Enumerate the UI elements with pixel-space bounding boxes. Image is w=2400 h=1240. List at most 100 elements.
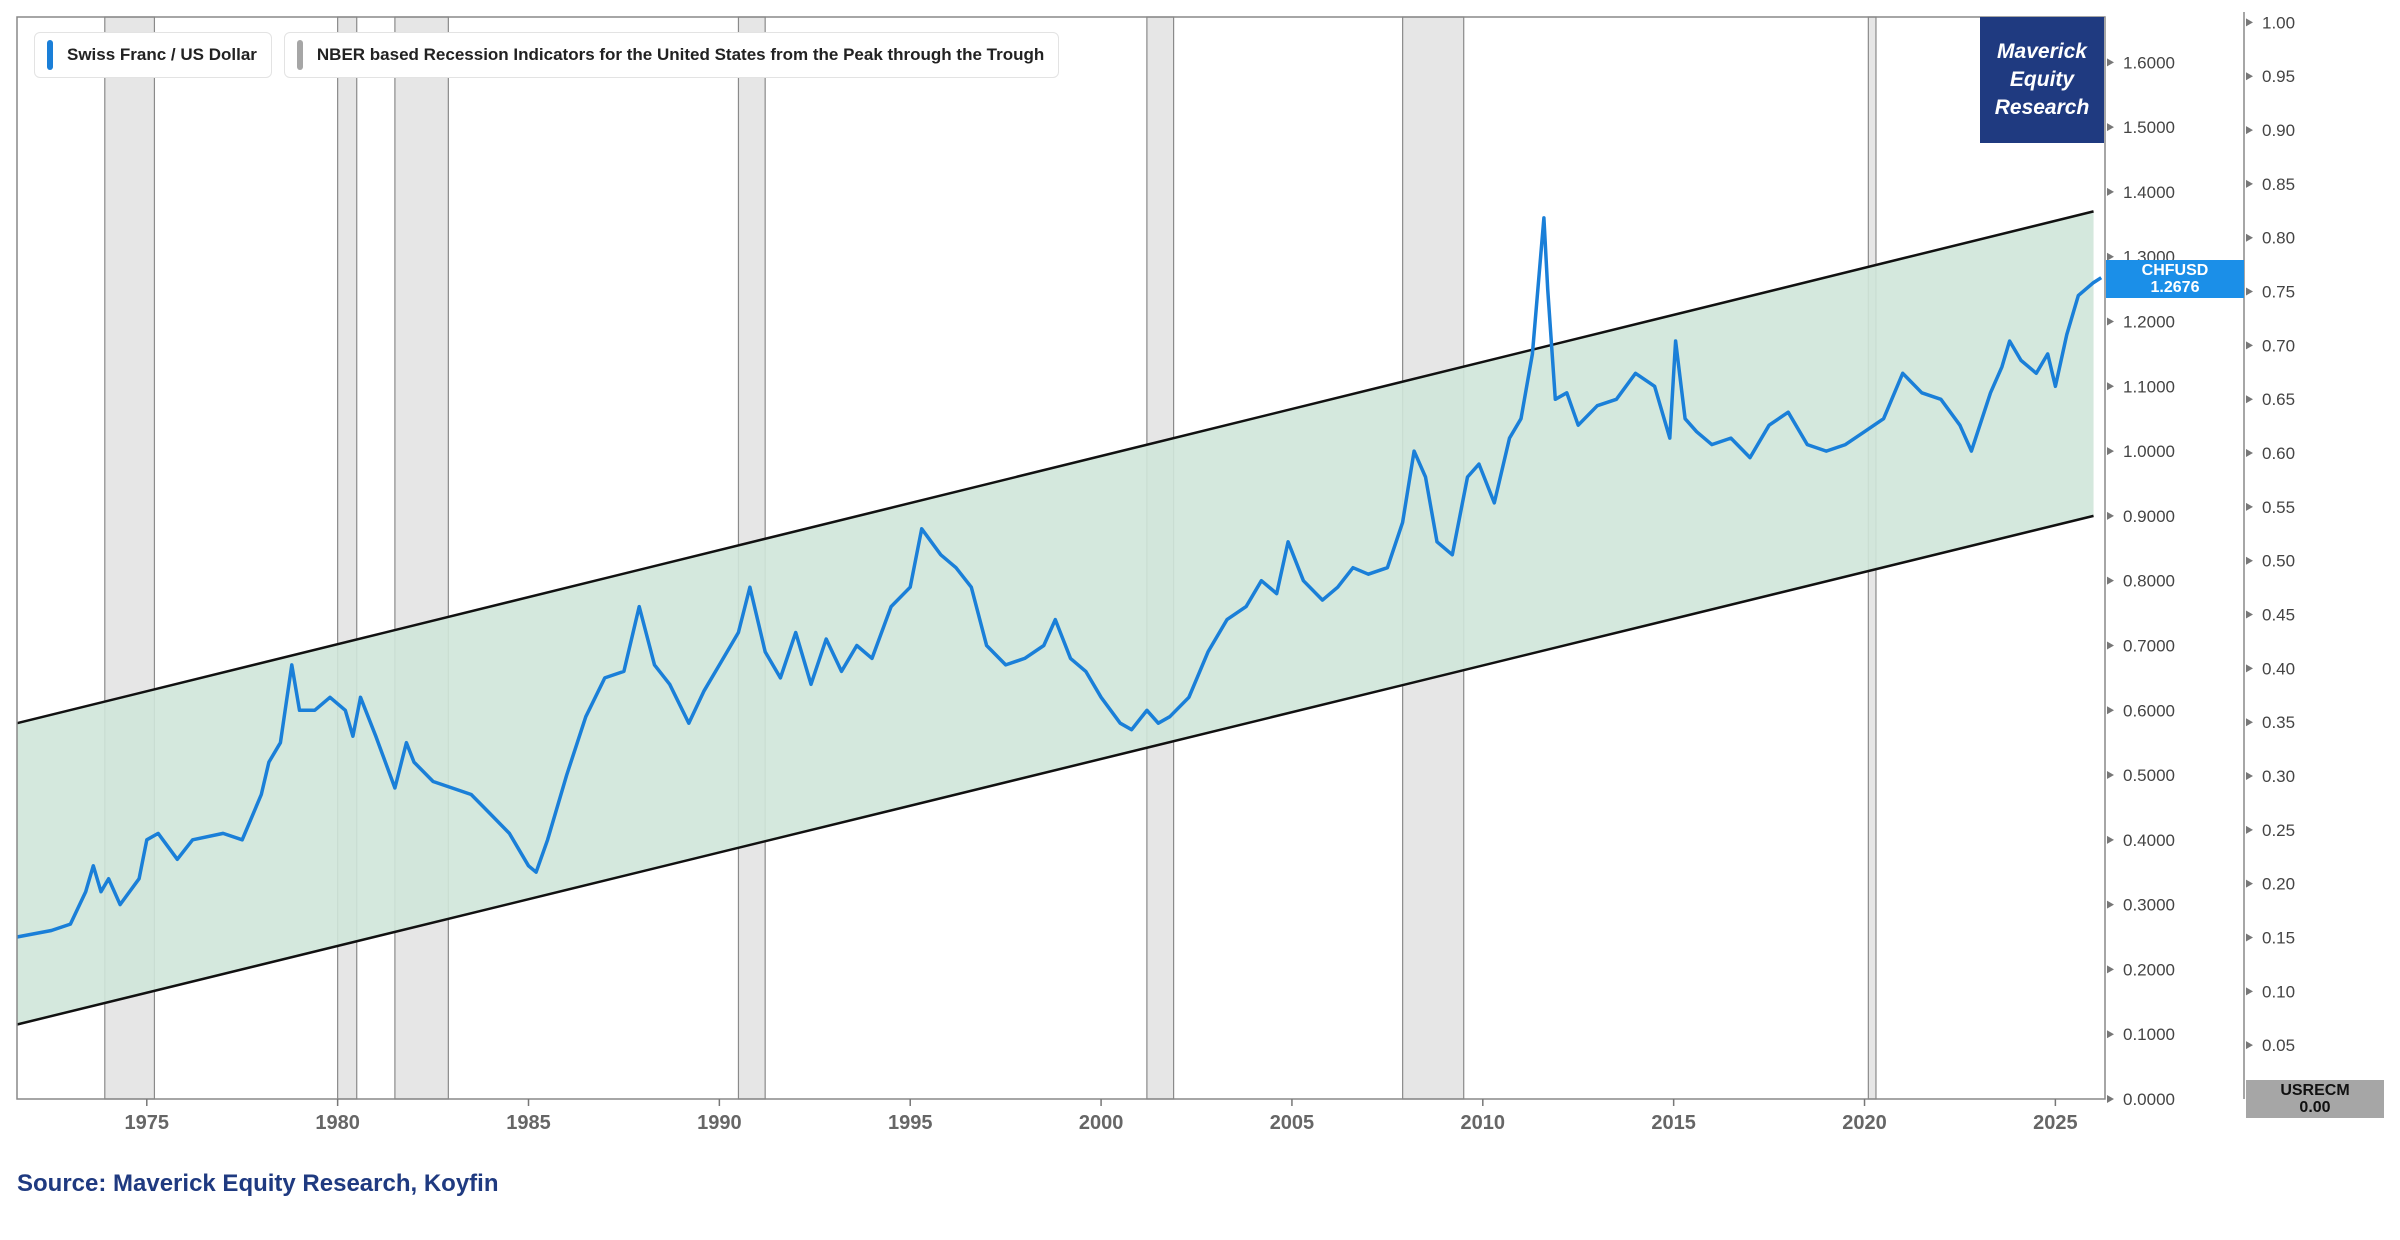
- y-tick-mark: [2107, 317, 2114, 326]
- y-tick-mark: [2107, 1095, 2114, 1103]
- y2-tick-label: 0.20: [2262, 875, 2295, 894]
- y-tick-mark: [2107, 447, 2114, 456]
- legend-label: Swiss Franc / US Dollar: [67, 45, 257, 64]
- y-tick-mark: [2107, 58, 2114, 67]
- x-tick-label: 1995: [888, 1112, 933, 1134]
- recession-number: 0.00: [2299, 1099, 2331, 1116]
- y-tick-mark: [2107, 382, 2114, 391]
- y2-tick-mark: [2246, 341, 2253, 350]
- y2-tick-mark: [2246, 772, 2253, 781]
- brand-line: Maverick: [1997, 40, 2087, 63]
- legend-swatch-gray: [296, 40, 303, 70]
- x-tick-label: 1980: [315, 1112, 360, 1134]
- x-tick-label: 1985: [506, 1112, 551, 1134]
- series-line-chfusd: [16, 216, 2103, 939]
- y2-tick-label: 0.05: [2262, 1036, 2295, 1055]
- y2-tick-mark: [2246, 610, 2253, 619]
- y2-axis: 0.000.050.100.150.200.250.300.350.400.45…: [2243, 12, 2295, 1109]
- y2-tick-mark: [2246, 933, 2253, 942]
- brand-logo: Maverick Equity Research: [1980, 17, 2104, 143]
- price-series: [16, 216, 2103, 939]
- y2-tick-mark: [2246, 502, 2253, 511]
- y2-tick-label: 1.00: [2262, 13, 2295, 32]
- y2-tick-label: 0.35: [2262, 713, 2295, 732]
- y-tick-label: 1.6000: [2123, 53, 2175, 72]
- y-tick-label: 0.3000: [2123, 896, 2175, 915]
- y-tick-mark: [2107, 965, 2114, 974]
- y2-tick-label: 0.25: [2262, 821, 2295, 840]
- y-tick-mark: [2107, 835, 2114, 844]
- y-axis: 0.0000 0.1000 0.2000 0.3000 0.4000 0.5000 0.60…: [2107, 53, 2175, 1109]
- y-tick-label: 0.5000: [2123, 766, 2175, 785]
- y-tick-label: 0.8000: [2123, 572, 2175, 591]
- y-tick-mark: [2107, 511, 2114, 520]
- y2-tick-label: 0.30: [2262, 767, 2295, 786]
- y2-tick-mark: [2246, 72, 2253, 81]
- y2-tick-label: 0.10: [2262, 982, 2295, 1001]
- brand-line: Research: [1994, 96, 2090, 119]
- y-tick-label: 0.0000: [2123, 1090, 2175, 1109]
- x-tick-label: 2000: [1079, 1112, 1124, 1134]
- recession-band: [394, 16, 449, 1100]
- y-tick-label: 1.1000: [2123, 377, 2175, 396]
- recession-value-badge: USRECM 0.00: [2246, 1080, 2384, 1118]
- x-axis: 1975 1980 1985 1990 1995 2000 2005 2010 2015 2020…: [125, 1099, 2078, 1134]
- y2-tick-label: 0.60: [2262, 444, 2295, 463]
- y2-tick-mark: [2246, 179, 2253, 188]
- source-note: Source: Maverick Equity Research, Koyfin: [17, 1170, 499, 1197]
- plot-frame: [16, 16, 2106, 1100]
- y2-tick-mark: [2246, 1041, 2253, 1050]
- legend-swatch-blue: [47, 40, 53, 70]
- y-tick-label: 0.4000: [2123, 831, 2175, 850]
- y-tick-mark: [2107, 641, 2114, 650]
- x-tick-label: 2010: [1461, 1112, 1506, 1134]
- x-tick-label: 2005: [1270, 1112, 1315, 1134]
- y2-tick-label: 0.95: [2262, 67, 2295, 86]
- y2-tick-mark: [2246, 825, 2253, 834]
- y2-tick-label: 0.80: [2262, 229, 2295, 248]
- legend: Swiss Franc / US Dollar NBER based Reces…: [34, 32, 1060, 78]
- y2-tick-mark: [2246, 556, 2253, 565]
- y2-tick-label: 0.70: [2262, 336, 2295, 355]
- y-tick-mark: [2107, 771, 2114, 780]
- recession-ticker: USRECM: [2280, 1082, 2350, 1099]
- brand-line: Equity: [2009, 68, 2075, 91]
- y2-tick-mark: [2246, 287, 2253, 296]
- last-value-number: 1.2676: [2150, 279, 2200, 296]
- y2-tick-label: 0.45: [2262, 606, 2295, 625]
- y2-tick-mark: [2246, 18, 2253, 27]
- y-tick-label: 1.2000: [2123, 313, 2175, 332]
- y-tick-mark: [2107, 252, 2114, 261]
- y2-tick-label: 0.40: [2262, 659, 2295, 678]
- y2-tick-mark: [2246, 395, 2253, 404]
- x-tick-label: 1975: [125, 1112, 170, 1134]
- y2-tick-label: 0.90: [2262, 121, 2295, 140]
- y-tick-mark: [2107, 187, 2114, 196]
- y2-tick-label: 0.50: [2262, 552, 2295, 571]
- y2-tick-label: 0.65: [2262, 390, 2295, 409]
- y-tick-mark: [2107, 706, 2114, 715]
- y2-tick-label: 0.55: [2262, 498, 2295, 517]
- last-value-badge: CHFUSD 1.2676: [2106, 260, 2244, 298]
- legend-item-recession[interactable]: NBER based Recession Indicators for the …: [283, 32, 1060, 78]
- channel-lower-line: [16, 514, 2094, 1026]
- legend-label: NBER based Recession Indicators for the …: [316, 45, 1045, 64]
- y-tick-mark: [2107, 576, 2114, 585]
- y2-tick-label: 0.15: [2262, 929, 2295, 948]
- legend-item-chfusd[interactable]: Swiss Franc / US Dollar: [34, 32, 272, 78]
- y2-tick-mark: [2246, 987, 2253, 996]
- y-tick-mark: [2107, 1030, 2114, 1039]
- y2-tick-mark: [2246, 233, 2253, 242]
- y2-tick-mark: [2246, 664, 2253, 673]
- y2-tick-label: 0.85: [2262, 175, 2295, 194]
- y2-tick-mark: [2246, 449, 2253, 458]
- x-tick-label: 2025: [2033, 1112, 2078, 1134]
- x-tick-label: 1990: [697, 1112, 742, 1134]
- y-tick-mark: [2107, 900, 2114, 909]
- y2-tick-label: 0.75: [2262, 283, 2295, 302]
- y-tick-label: 0.9000: [2123, 507, 2175, 526]
- x-tick-label: 2015: [1651, 1112, 1696, 1134]
- y-tick-label: 1.0000: [2123, 442, 2175, 461]
- y-tick-label: 0.2000: [2123, 960, 2175, 979]
